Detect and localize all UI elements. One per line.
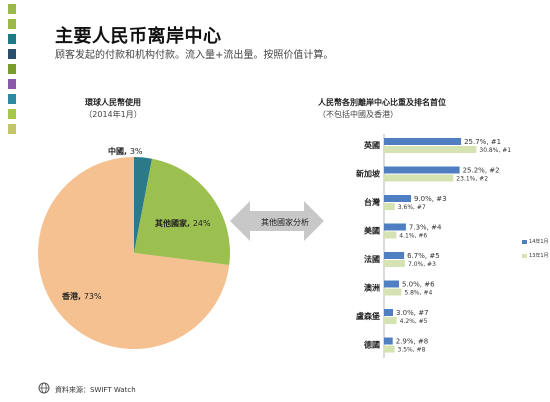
pie-slice xyxy=(38,157,230,349)
category-label: 新加坡 xyxy=(356,169,381,179)
pie-chart xyxy=(38,157,230,349)
color-swatch xyxy=(8,64,16,74)
pie-chart-subtitle: （2014年1月） xyxy=(84,110,142,119)
arrow-label: 其他國家分析 xyxy=(261,218,309,227)
slice-label-other-countries: 其他國家, 24% xyxy=(155,219,211,228)
bar xyxy=(384,195,411,202)
bar xyxy=(384,146,477,153)
pie-slice xyxy=(134,158,230,266)
color-swatch xyxy=(8,79,16,89)
data-label: 9.0%, #3 xyxy=(414,195,447,203)
page-title: 主要人民币离岸中心 xyxy=(55,26,222,47)
legend-swatch xyxy=(522,239,527,244)
data-label: 23.1%, #2 xyxy=(456,176,488,183)
category-label: 盧森堡 xyxy=(356,311,380,321)
data-label: 30.8%, #1 xyxy=(479,147,511,154)
bar xyxy=(384,138,462,145)
color-swatch xyxy=(8,49,16,59)
color-swatch xyxy=(8,4,16,14)
category-label: 澳洲 xyxy=(364,283,380,293)
bar xyxy=(384,223,406,231)
bar xyxy=(384,166,460,174)
data-label: 5.0%, #6 xyxy=(402,281,435,289)
color-swatch xyxy=(8,94,16,104)
category-label: 美國 xyxy=(364,226,380,236)
category-label: 法國 xyxy=(364,254,380,264)
data-label: 4.1%, #6 xyxy=(399,233,427,240)
bar xyxy=(384,231,397,239)
color-swatch xyxy=(8,34,16,44)
data-label: 3.5%, #8 xyxy=(398,347,426,354)
bar xyxy=(384,309,393,316)
legend-item-13: 13年1月 xyxy=(522,252,549,259)
data-label: 2.9%, #8 xyxy=(396,338,429,346)
legend-swatch xyxy=(522,253,527,258)
bar xyxy=(384,174,454,182)
bar xyxy=(384,252,405,259)
category-label: 德國 xyxy=(364,340,380,350)
page-subtitle: 顾客发起的付款和机构付款。流入量+流出量。按照价值计算。 xyxy=(55,50,334,61)
bar-chart-subtitle: （不包括中國及香港） xyxy=(318,110,398,119)
data-label: 3.0%, #7 xyxy=(396,309,429,317)
data-label: 3.6%, #7 xyxy=(398,204,426,211)
bar xyxy=(384,280,399,288)
legend-item-14: 14年1月 xyxy=(522,238,549,245)
source-note: 資料來源：SWIFT Watch xyxy=(55,386,136,394)
data-label: 7.3%, #4 xyxy=(409,224,442,232)
data-label: 7.0%, #3 xyxy=(408,261,436,268)
slice-label-china: 中國, 3% xyxy=(108,147,143,156)
data-label: 6.7%, #5 xyxy=(407,252,440,260)
bar xyxy=(384,337,393,345)
data-label: 5.8%, #4 xyxy=(404,290,432,297)
category-label: 台灣 xyxy=(364,197,380,207)
pie-chart-title: 環球人民幣使用 xyxy=(85,98,141,107)
color-swatch xyxy=(8,19,16,29)
color-swatch-strip xyxy=(8,4,16,139)
color-swatch xyxy=(8,109,16,119)
pie-slice xyxy=(134,157,152,253)
bar xyxy=(384,203,395,210)
data-label: 25.7%, #1 xyxy=(464,138,501,146)
bar xyxy=(384,260,405,267)
slice-label-hong-kong: 香港, 73% xyxy=(62,292,102,301)
bar xyxy=(384,288,402,296)
bar-chart-title: 人民幣各別離岸中心比重及排名首位 xyxy=(318,98,446,107)
color-swatch xyxy=(8,124,16,134)
data-label: 25.2%, #2 xyxy=(463,167,500,175)
category-label: 英國 xyxy=(363,140,380,150)
bar xyxy=(384,345,395,353)
globe-icon xyxy=(38,382,50,394)
bar xyxy=(384,317,397,324)
data-label: 4.2%, #5 xyxy=(400,318,428,325)
double-arrow-icon xyxy=(230,201,324,241)
